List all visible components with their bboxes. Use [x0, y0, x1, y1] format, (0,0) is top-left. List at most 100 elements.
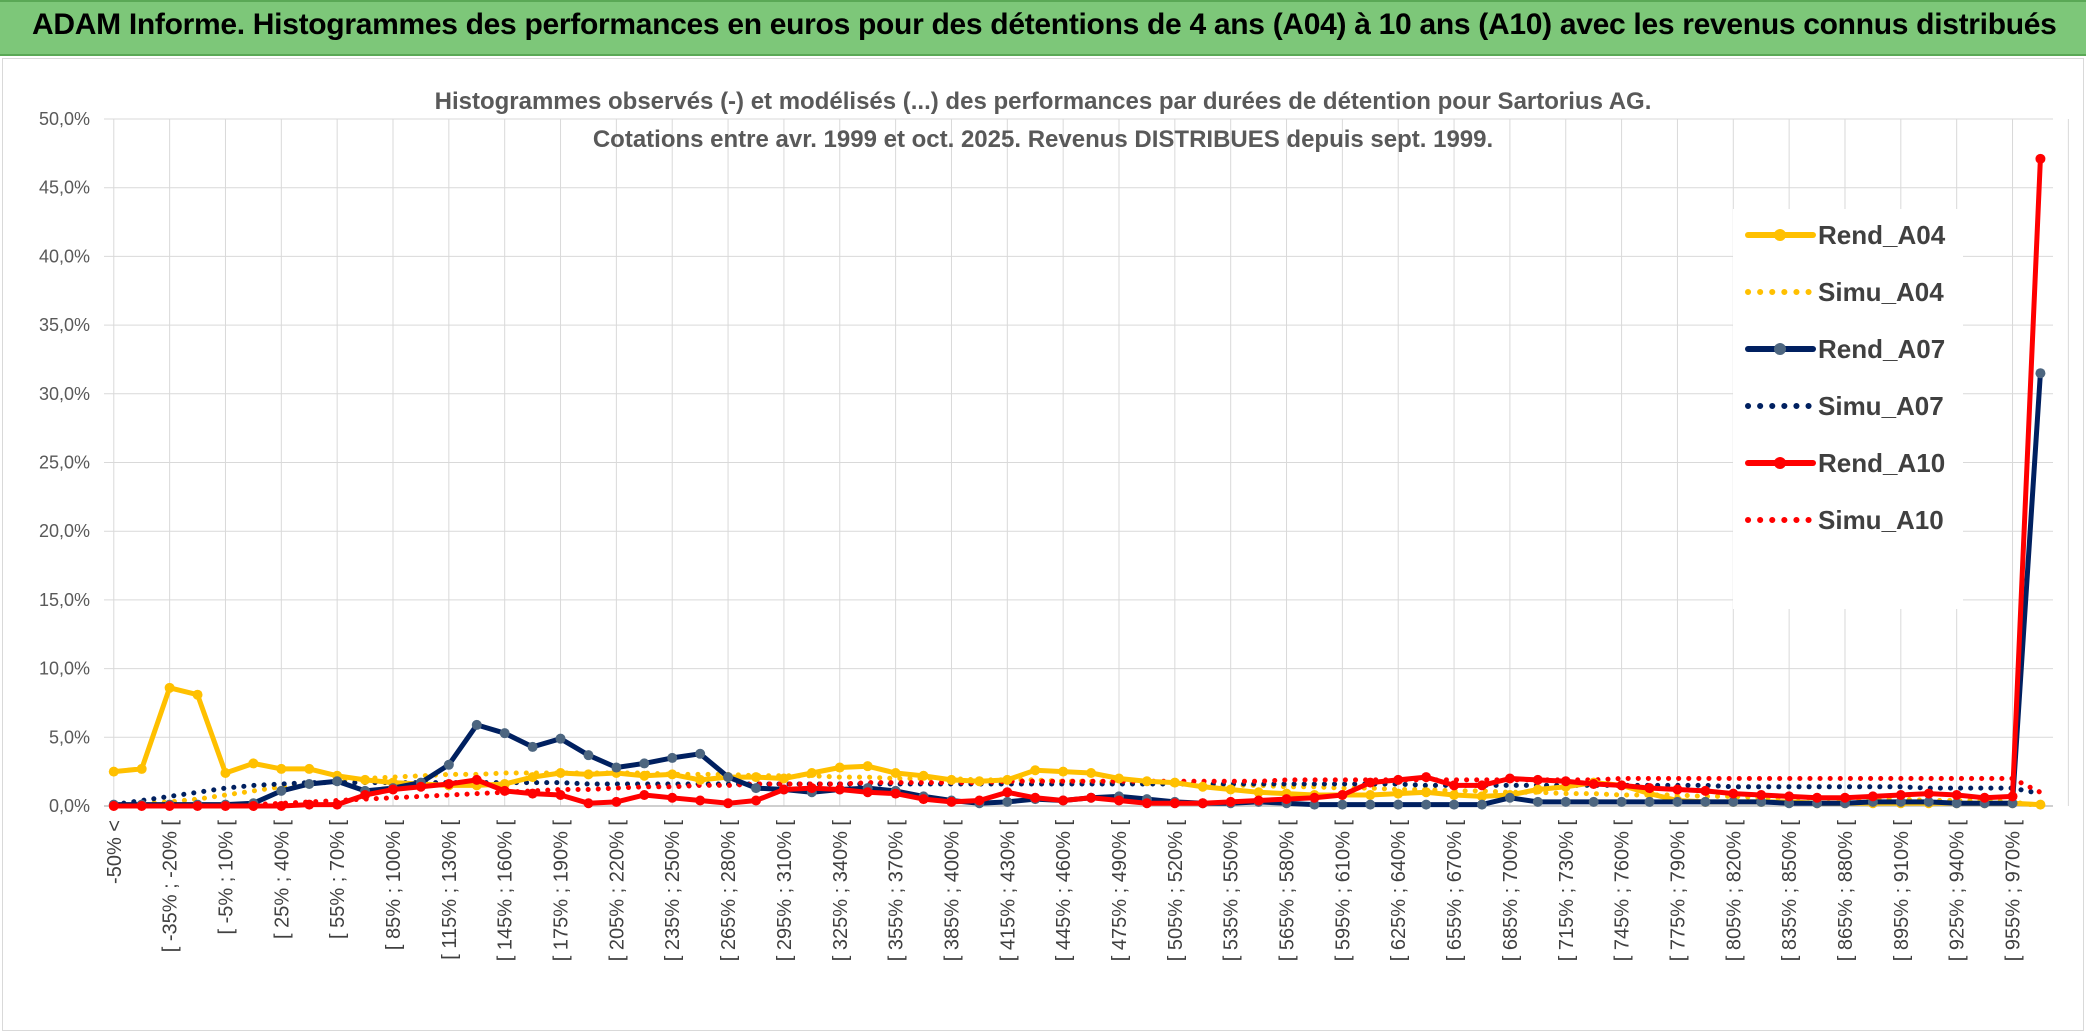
x-tick-label: [ 385% ; 400% [: [941, 820, 963, 962]
data-point: [443, 759, 454, 770]
data-point: [1002, 787, 1013, 798]
data-point: [1002, 796, 1013, 807]
data-point: [778, 773, 789, 784]
data-point: [1337, 790, 1348, 801]
x-tick-label: [ 685% ; 700% [: [1500, 820, 1522, 962]
data-point: [1756, 790, 1767, 801]
y-axis: 0,0% 5,0% 10,0% 15,0% 20,0% 25,0% 30,0% 35,0% 40…: [39, 109, 90, 816]
report-title: ADAM Informe. Histogrammes des performan…: [32, 8, 2057, 41]
data-point: [1476, 799, 1487, 810]
data-point: [1672, 796, 1683, 807]
x-tick-label: [ 415% ; 430% [: [997, 820, 1019, 962]
data-point: [360, 790, 371, 801]
data-point: [2035, 799, 2046, 810]
x-tick-label: [ 265% ; 280% [: [718, 820, 740, 962]
x-tick-label: [ 895% ; 910% [: [1891, 820, 1913, 962]
legend-label: Rend_A10: [1818, 448, 1945, 478]
data-point: [1113, 773, 1124, 784]
data-point: [1393, 799, 1404, 810]
data-point: [1197, 781, 1208, 792]
data-point: [360, 774, 371, 785]
data-point: [750, 795, 761, 806]
x-tick-label: [ 925% ; 940% [: [1947, 820, 1969, 962]
data-point: [1393, 788, 1404, 799]
data-point: [471, 719, 482, 730]
data-point: [1476, 791, 1487, 802]
data-point: [1002, 774, 1013, 785]
x-tick-label: [ 715% ; 730% [: [1556, 820, 1578, 962]
series-line: [111, 776, 2043, 809]
data-point: [415, 781, 426, 792]
data-point: [1728, 788, 1739, 799]
x-tick-label: [ 355% ; 370% [: [886, 820, 908, 962]
data-point: [1030, 792, 1041, 803]
data-point: [1365, 799, 1376, 810]
data-point: [220, 801, 231, 811]
data-point: [1253, 787, 1264, 798]
data-point: [1309, 792, 1320, 803]
series-simu-a10: [111, 776, 2043, 809]
data-point: [1421, 787, 1432, 798]
chart-title-line: Histogrammes observés (-) et modélisés (…: [435, 88, 1652, 115]
data-point: [1058, 795, 1069, 806]
chart-title: Histogrammes observés (-) et modélisés (…: [435, 88, 1652, 153]
data-point: [1756, 796, 1767, 807]
legend-label: Rend_A04: [1818, 220, 1946, 250]
data-point: [918, 770, 929, 781]
x-tick-label: [ 85% ; 100% [: [383, 820, 405, 951]
x-tick-label: [ 445% ; 460% [: [1053, 820, 1075, 962]
y-tick-label: 50,0%: [39, 109, 90, 129]
x-tick-label: [ 25% ; 40% [: [271, 820, 293, 939]
data-point: [1449, 799, 1460, 810]
data-point: [1895, 796, 1906, 807]
data-point: [583, 769, 594, 780]
data-point: [192, 801, 203, 811]
legend-label: Simu_A04: [1818, 277, 1944, 307]
data-point: [276, 763, 287, 774]
chart-title-line: Cotations entre avr. 1999 et oct. 2025. …: [593, 126, 1493, 153]
chart-area: Histogrammes observés (-) et modélisés (…: [2, 58, 2084, 1031]
legend-item: Simu_A10: [1745, 505, 1944, 535]
data-point: [639, 758, 650, 769]
x-tick-label: [ 865% ; 880% [: [1835, 820, 1857, 962]
data-point: [1839, 792, 1850, 803]
data-point: [108, 801, 119, 811]
data-point: [639, 770, 650, 781]
x-tick-label: [ -35% ; -20% [: [160, 820, 182, 953]
y-tick-label: 45,0%: [39, 178, 90, 198]
data-point: [946, 774, 957, 785]
data-point: [1058, 766, 1069, 777]
data-point: [723, 798, 734, 809]
data-point: [136, 763, 147, 774]
legend-item: Simu_A04: [1745, 277, 1944, 307]
data-point: [974, 795, 985, 806]
legend-label: Simu_A07: [1818, 391, 1944, 421]
data-point: [890, 788, 901, 799]
data-point: [611, 762, 622, 773]
data-point: [946, 796, 957, 807]
data-point: [443, 779, 454, 790]
data-point: [332, 799, 343, 810]
data-point: [555, 768, 566, 779]
data-point: [862, 787, 873, 798]
x-tick-label: [ 145% ; 160% [: [495, 820, 517, 962]
legend: Rend_A04 Simu_A04 Rend_A07 Simu_A07 Rend_A10…: [1733, 209, 1963, 609]
data-point: [527, 788, 538, 799]
x-tick-label: [ -5% ; 10% [: [215, 820, 237, 935]
data-point: [304, 779, 315, 790]
data-point: [750, 783, 761, 794]
data-point: [499, 728, 510, 739]
data-point: [750, 772, 761, 783]
data-point: [1253, 795, 1264, 806]
data-point: [1086, 768, 1097, 779]
line-chart: Histogrammes observés (-) et modélisés (…: [39, 67, 2069, 962]
data-point: [1532, 774, 1543, 785]
data-point: [1895, 790, 1906, 801]
data-point: [862, 761, 873, 772]
data-point: [1169, 777, 1180, 788]
data-point: [1141, 776, 1152, 787]
y-tick-label: 20,0%: [39, 521, 90, 541]
data-point: [1784, 791, 1795, 802]
data-point: [1141, 798, 1152, 809]
data-point: [1365, 777, 1376, 788]
